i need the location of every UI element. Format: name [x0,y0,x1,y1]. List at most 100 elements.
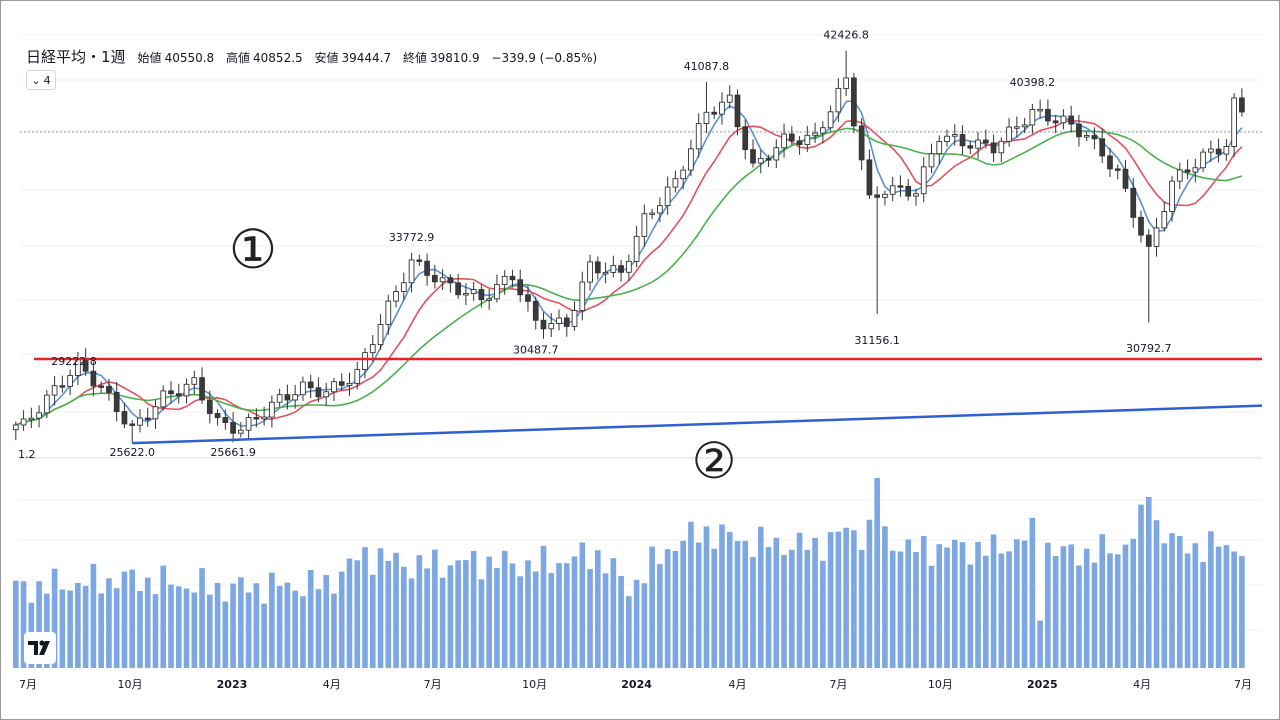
volume-bar [137,591,143,668]
candle [525,285,531,312]
volume-bar [432,549,438,668]
trendline-rising [132,404,1263,445]
candle [641,204,648,247]
candle [129,420,136,444]
volume-bar [207,594,213,668]
volume-bar [1029,517,1036,668]
candle [804,125,811,153]
candle [734,89,741,136]
price-label: 30487.7 [513,344,559,357]
x-tick-label: 2024 [621,678,652,691]
candlesticks [12,50,1245,444]
volume-bars [13,478,1245,668]
volume-bar [13,580,19,668]
volume-bar [602,573,609,668]
volume-bar [408,578,415,668]
candle [377,314,384,350]
volume-bar [827,532,834,668]
volume-bar [641,583,648,668]
volume-bar [168,584,174,668]
volume-bar [835,531,842,668]
volume-bar [1083,548,1090,668]
price-labels: 33772.9 41087.8 42426.8 40398.2 29222.8 30487… [51,29,1171,459]
candle [812,122,818,144]
candle [137,409,143,433]
volume-bar [470,550,477,668]
volume-bar [1114,554,1121,668]
candle [719,92,725,125]
candle [455,274,461,299]
candle [726,85,733,109]
volume-bar [664,549,671,668]
candle [796,136,803,155]
volume-bar [338,571,345,668]
candle [113,381,120,422]
volume-bar [726,531,733,668]
volume-bar [1161,543,1168,668]
candle [1215,138,1222,163]
candle [1021,117,1028,133]
price-label: 41087.8 [684,60,730,73]
volume-bar [1184,553,1191,668]
volume-bar [183,588,190,668]
volume-bar [160,565,167,668]
candle [1161,201,1168,232]
x-tick-label: 10月 [117,678,142,691]
volume-bar [532,571,539,668]
candle [556,309,562,331]
volume-bar [300,596,306,668]
candle [20,410,27,431]
candle [1200,148,1206,172]
volume-bar [672,550,679,668]
volume-bar [618,576,624,668]
candle [835,78,842,122]
candle [160,385,167,411]
volume-bar [75,583,81,668]
candle [354,361,361,390]
candle [385,294,392,335]
high-value: 40852.5 [253,51,303,65]
candle [494,274,500,303]
volume-bar [626,596,632,668]
volume-bar [796,532,803,668]
price-label: 31156.1 [854,334,900,347]
candle [1037,99,1043,120]
x-tick-label: 4月 [728,678,746,691]
volume-bar [439,577,446,668]
candle [59,375,66,393]
candle [1153,217,1160,257]
candle [711,106,718,120]
volume-bar [238,577,244,668]
x-tick-label: 2023 [217,678,248,691]
candle [284,384,291,410]
candle [509,269,516,288]
volume-bar [889,550,896,668]
candle [757,149,764,174]
volume-bar [1200,562,1206,668]
volume-bar [789,549,795,668]
candle [928,143,935,174]
candle [517,269,524,303]
volume-bar [315,589,322,668]
candle [199,367,205,404]
candle [269,395,275,428]
candle [1138,210,1144,243]
candle [750,139,756,168]
candle [920,157,927,203]
candle [90,361,97,397]
volume-bar [175,586,182,668]
candle [206,390,213,424]
volume-bar [990,534,997,668]
volume-bar [1239,556,1245,668]
candle [315,377,322,403]
candle [230,412,236,443]
close-label: 終値 [402,51,427,65]
collapse-indicators-button[interactable]: ⌄ 4 [26,70,56,90]
low-value: 39444.7 [341,51,392,65]
candle [990,134,997,162]
candle [819,121,826,144]
candle [633,226,640,268]
candle [1076,114,1082,147]
price-label: 25661.9 [210,446,256,459]
candle [346,372,353,396]
